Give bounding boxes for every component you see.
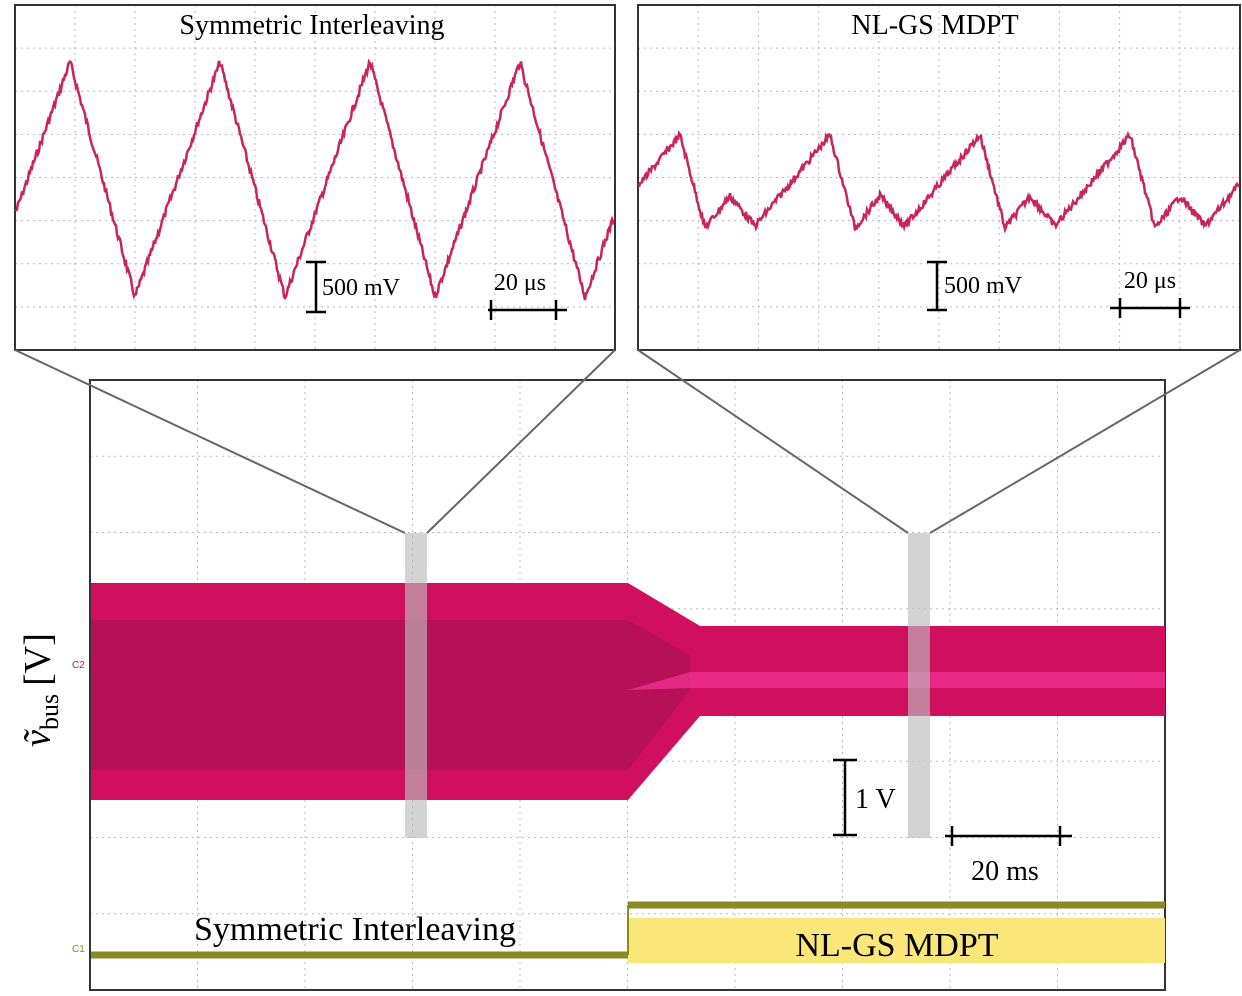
- bus-voltage-core: [628, 672, 1165, 690]
- channel-marker: C2: [72, 660, 85, 671]
- scale-label: 20 μs: [1124, 268, 1176, 294]
- figure: Symmetric Interleaving NL-GS MDPT 500 mV…: [0, 0, 1242, 996]
- zoom-window: [908, 533, 930, 838]
- y-label-unit: [V]: [17, 633, 59, 686]
- scale-label: 500 mV: [944, 273, 1023, 299]
- scale-label: 20 ms: [971, 856, 1039, 887]
- inset-title: Symmetric Interleaving: [179, 10, 444, 41]
- inset-title: NL-GS MDPT: [851, 10, 1018, 41]
- y-label-subscript: bus: [35, 694, 64, 730]
- y-axis-label: ṽbus [V]: [17, 633, 64, 747]
- bus-voltage-core: [91, 620, 690, 770]
- y-label-symbol: ṽ: [17, 729, 59, 747]
- scale-label: 20 μs: [494, 270, 546, 296]
- scale-label: 1 V: [855, 784, 896, 815]
- channel-marker: C1: [72, 944, 85, 955]
- mode-label: NL-GS MDPT: [795, 927, 998, 964]
- zoom-window: [405, 533, 427, 838]
- grids: [15, 5, 1240, 990]
- mode-label: Symmetric Interleaving: [194, 911, 516, 948]
- scale-label: 500 mV: [322, 275, 401, 301]
